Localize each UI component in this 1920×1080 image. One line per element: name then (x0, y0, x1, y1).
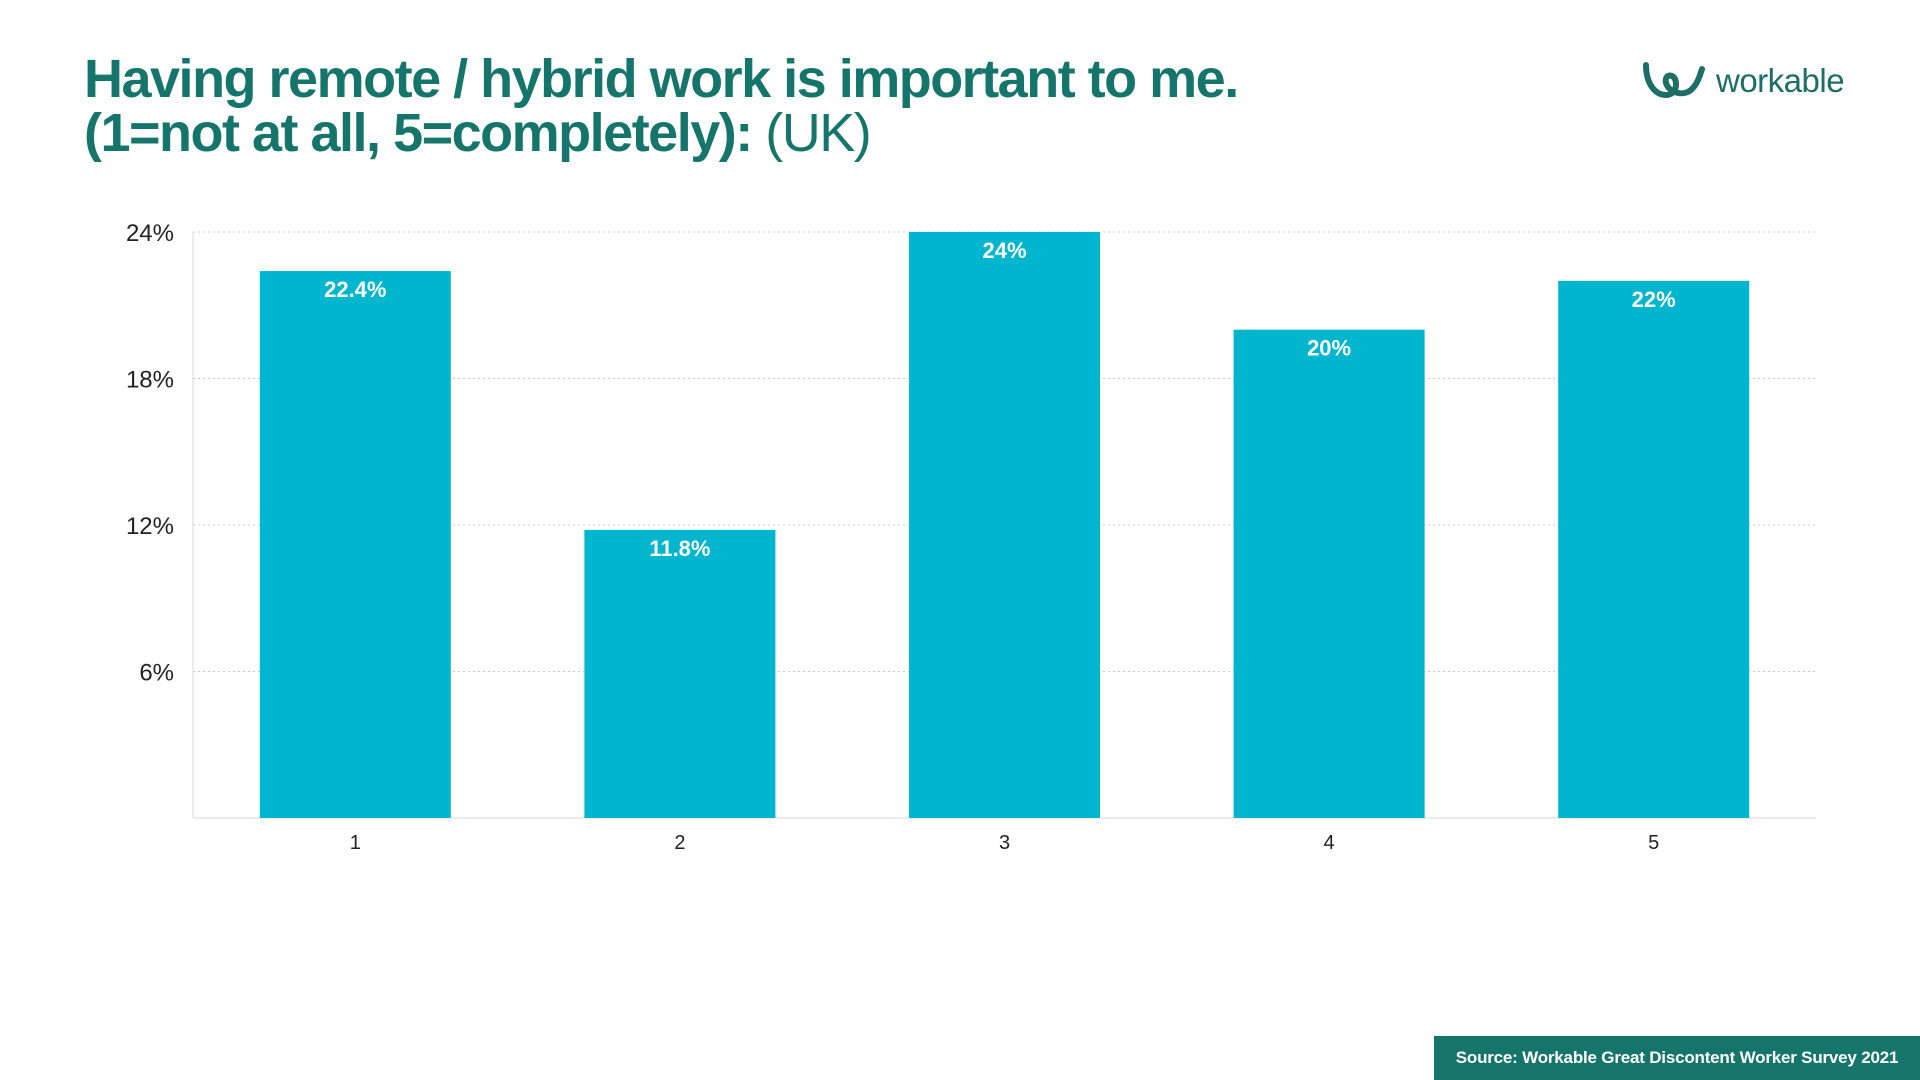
x-tick-label: 3 (999, 832, 1010, 854)
y-tick-label: 18% (126, 367, 174, 394)
y-tick-label: 6% (139, 660, 174, 687)
bar (1233, 329, 1425, 818)
bar (584, 529, 776, 818)
bar (1558, 280, 1750, 818)
data-label: 11.8% (649, 536, 710, 561)
x-tick-label: 5 (1648, 832, 1659, 854)
source-banner: Source: Workable Great Discontent Worker… (1434, 1036, 1920, 1080)
data-label: 22.4% (324, 277, 386, 302)
data-label: 24% (982, 238, 1026, 263)
x-tick-label: 4 (1324, 832, 1335, 854)
bar (259, 271, 451, 819)
x-tick-label: 2 (674, 832, 685, 854)
title-region: (UK) (765, 103, 871, 163)
chart-title: Having remote / hybrid work is important… (84, 52, 1484, 160)
workable-logo: workable (1642, 56, 1845, 106)
workable-logo-icon (1643, 62, 1705, 98)
x-tick-label: 1 (350, 832, 361, 854)
y-tick-label: 24% (126, 220, 174, 247)
title-line-2-bold: (1=not at all, 5=completely): (84, 103, 753, 163)
data-label: 22% (1632, 287, 1676, 312)
title-line-1: Having remote / hybrid work is important… (84, 49, 1239, 109)
y-tick-label: 12% (126, 513, 174, 540)
title-line-2: (1=not at all, 5=completely): (UK) (84, 106, 1484, 160)
data-label: 20% (1307, 336, 1351, 361)
logo-wordmark: workable (1716, 62, 1845, 99)
bar (909, 232, 1100, 818)
